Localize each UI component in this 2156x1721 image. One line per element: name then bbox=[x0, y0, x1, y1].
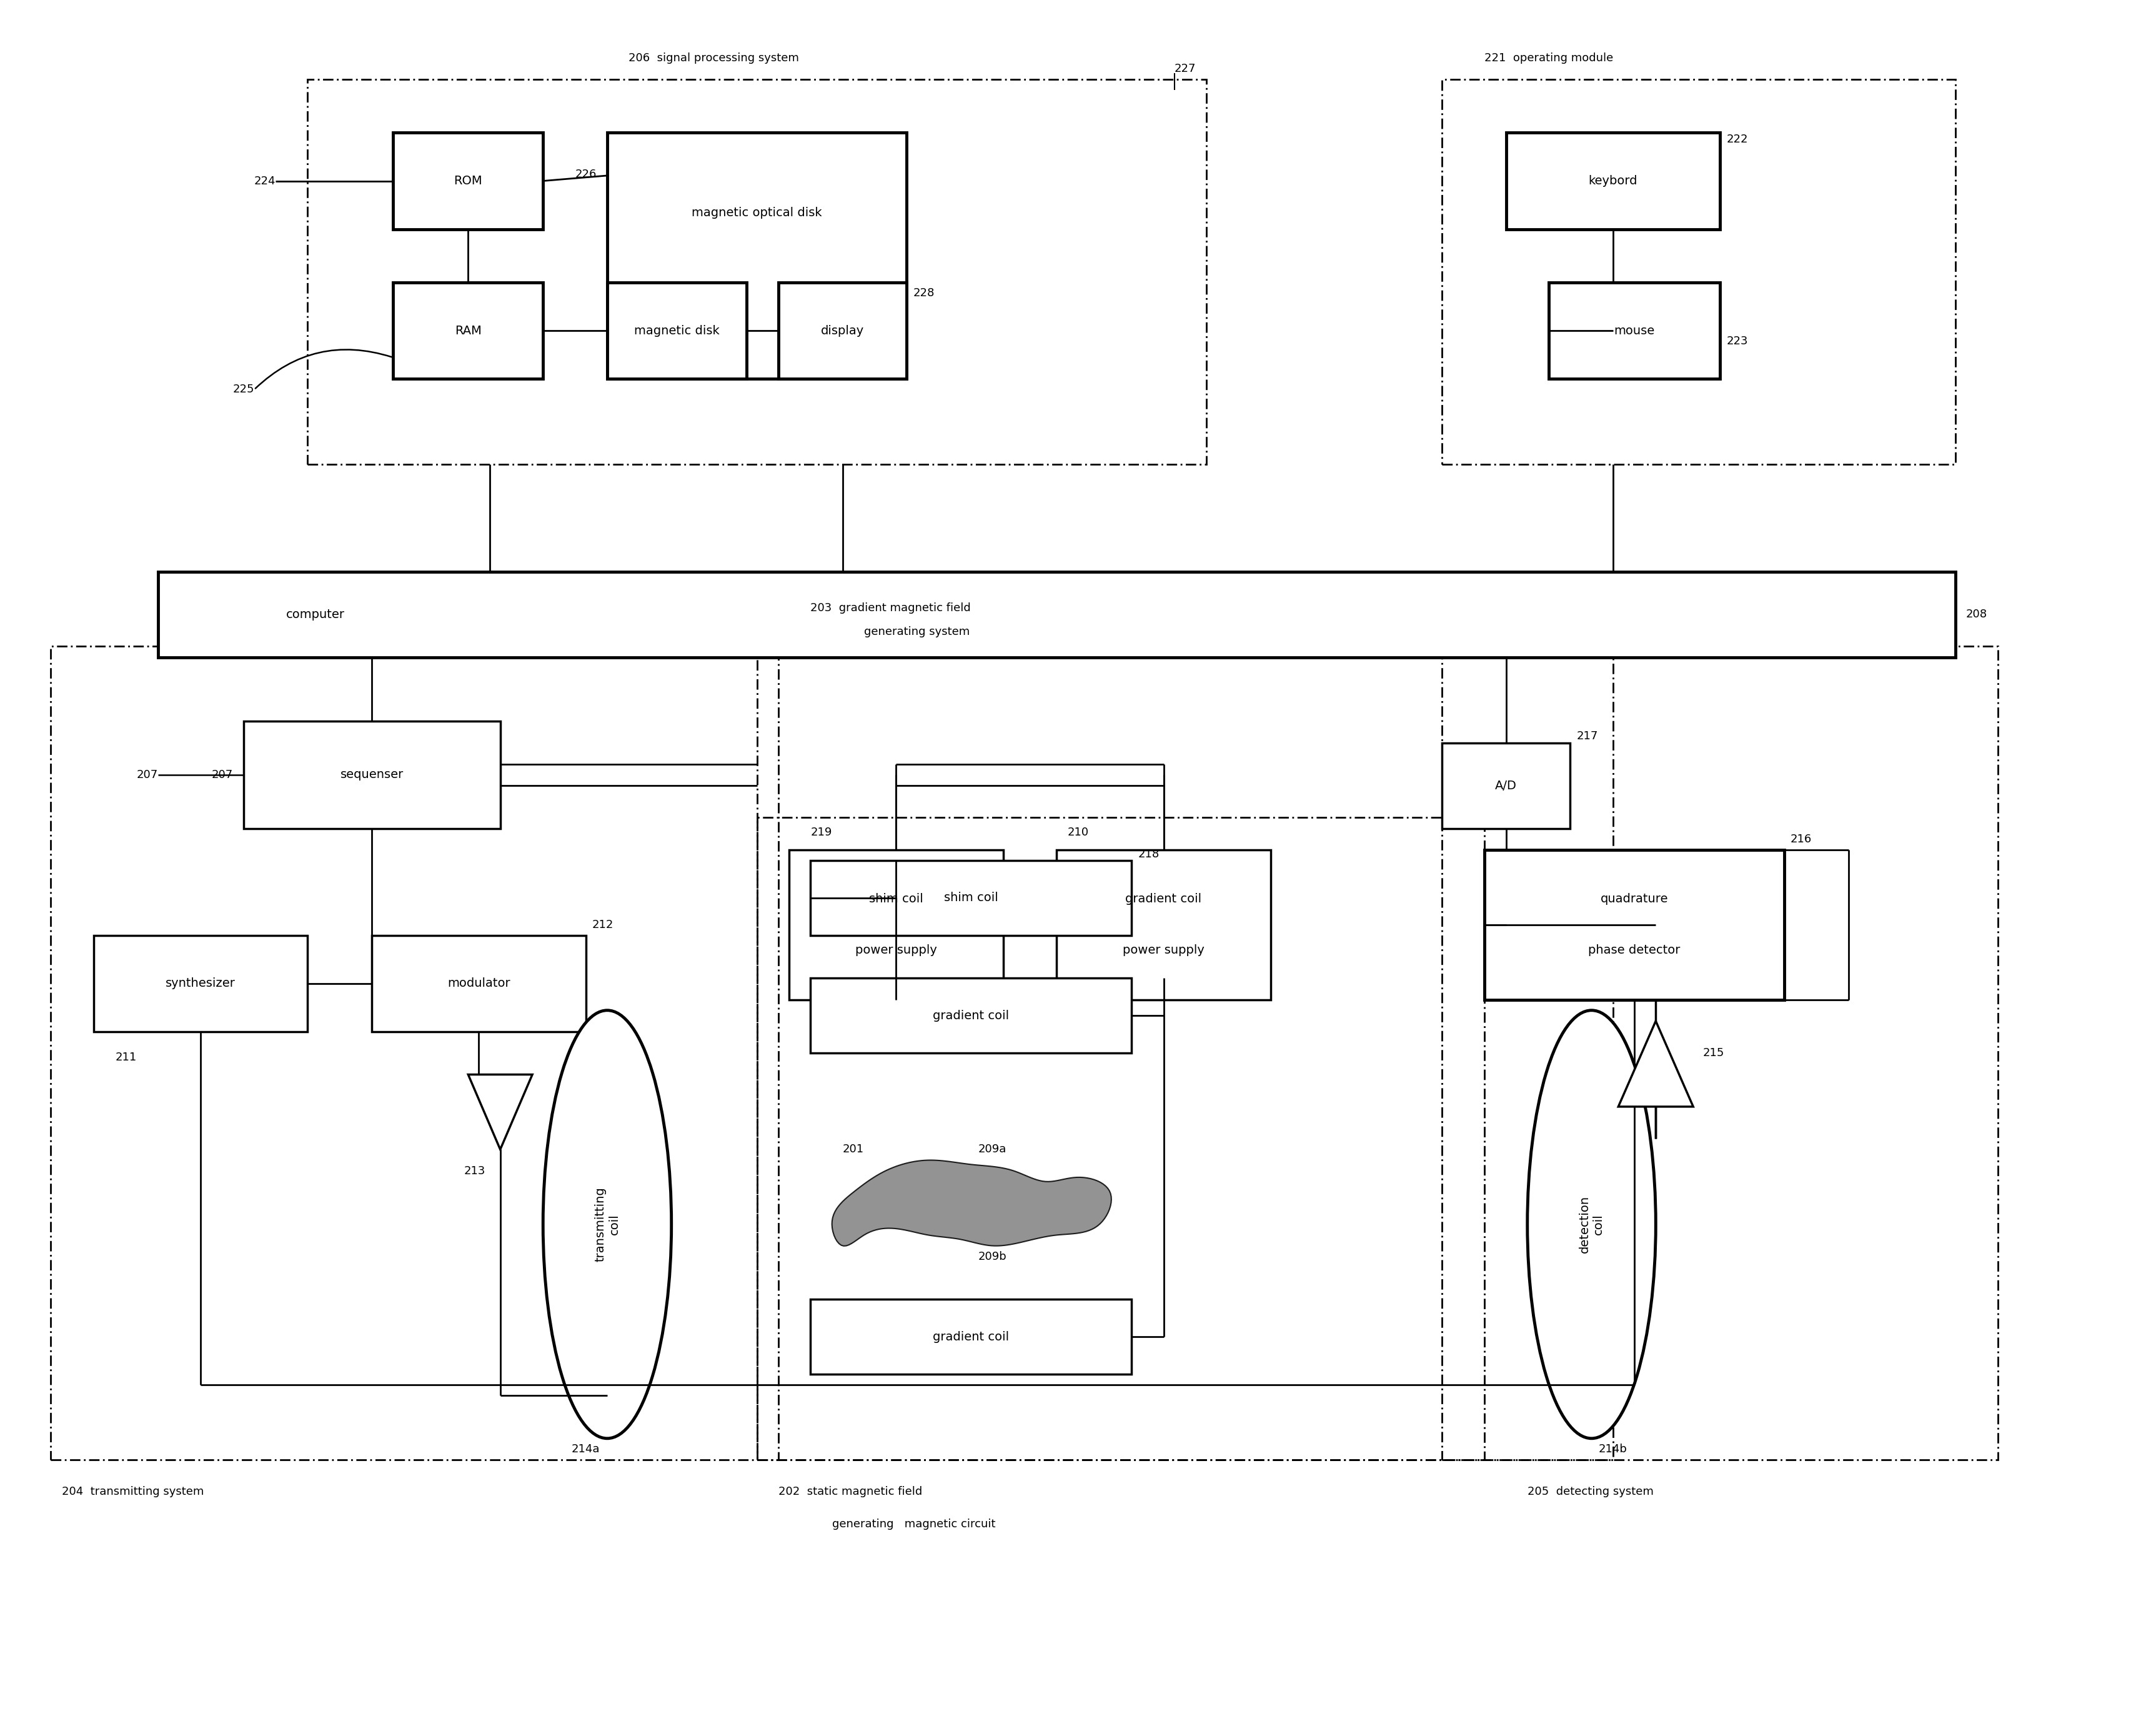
Text: 205  detecting system: 205 detecting system bbox=[1526, 1487, 1654, 1497]
Text: 208: 208 bbox=[1966, 609, 1988, 620]
Text: detection
coil: detection coil bbox=[1578, 1196, 1604, 1253]
Text: synthesizer: synthesizer bbox=[166, 978, 235, 990]
Text: 209b: 209b bbox=[979, 1251, 1007, 1261]
Text: 206  signal processing system: 206 signal processing system bbox=[630, 52, 800, 64]
Text: 228: 228 bbox=[914, 287, 936, 299]
Text: generating system: generating system bbox=[865, 626, 970, 637]
Text: 219: 219 bbox=[811, 828, 832, 838]
Text: 214b: 214b bbox=[1598, 1444, 1628, 1454]
Text: 210: 210 bbox=[1067, 828, 1089, 838]
Text: 221  operating module: 221 operating module bbox=[1485, 52, 1613, 64]
Bar bbox=[52, 647, 778, 1459]
Bar bbox=[308, 79, 1207, 465]
Text: A/D: A/D bbox=[1494, 780, 1518, 792]
Text: 207: 207 bbox=[136, 769, 157, 781]
Text: RAM: RAM bbox=[455, 325, 481, 337]
Bar bbox=[789, 850, 1003, 1000]
Bar bbox=[1056, 850, 1270, 1000]
Text: modulator: modulator bbox=[448, 978, 511, 990]
Polygon shape bbox=[832, 1160, 1110, 1246]
Text: 212: 212 bbox=[593, 919, 614, 931]
Text: 215: 215 bbox=[1703, 1048, 1725, 1058]
Bar bbox=[392, 282, 543, 379]
Text: power supply: power supply bbox=[856, 945, 938, 957]
Bar bbox=[1485, 850, 1785, 1000]
Ellipse shape bbox=[543, 1010, 671, 1439]
Text: generating   magnetic circuit: generating magnetic circuit bbox=[832, 1518, 996, 1530]
Ellipse shape bbox=[1526, 1010, 1656, 1439]
Text: 225: 225 bbox=[233, 384, 254, 396]
Polygon shape bbox=[468, 1074, 533, 1150]
Bar bbox=[811, 978, 1132, 1053]
Bar bbox=[371, 936, 586, 1031]
Text: 207: 207 bbox=[211, 769, 233, 781]
Bar bbox=[811, 1299, 1132, 1373]
Bar bbox=[608, 282, 746, 379]
Text: 202  static magnetic field: 202 static magnetic field bbox=[778, 1487, 923, 1497]
Polygon shape bbox=[1619, 1021, 1692, 1107]
Bar bbox=[157, 571, 1955, 657]
Bar bbox=[1442, 647, 1999, 1459]
Text: 218: 218 bbox=[1138, 848, 1160, 860]
Text: 213: 213 bbox=[464, 1165, 485, 1177]
Text: mouse: mouse bbox=[1615, 325, 1656, 337]
Text: quadrature: quadrature bbox=[1600, 893, 1669, 905]
Text: 203  gradient magnetic field: 203 gradient magnetic field bbox=[811, 602, 970, 614]
Text: shim coil: shim coil bbox=[944, 891, 998, 904]
Text: gradient coil: gradient coil bbox=[934, 1010, 1009, 1022]
Text: ROM: ROM bbox=[455, 176, 483, 188]
Text: 223: 223 bbox=[1727, 336, 1749, 348]
Bar bbox=[811, 860, 1132, 936]
Text: 204  transmitting system: 204 transmitting system bbox=[63, 1487, 203, 1497]
Text: computer: computer bbox=[287, 609, 345, 620]
Bar bbox=[1442, 79, 1955, 465]
Text: 217: 217 bbox=[1576, 731, 1598, 742]
Bar bbox=[1548, 282, 1720, 379]
Text: gradient coil: gradient coil bbox=[934, 1330, 1009, 1342]
Text: power supply: power supply bbox=[1123, 945, 1205, 957]
Text: gradient coil: gradient coil bbox=[1125, 893, 1201, 905]
Bar bbox=[244, 721, 500, 828]
Text: magnetic optical disk: magnetic optical disk bbox=[692, 207, 821, 219]
Text: 224: 224 bbox=[254, 176, 276, 186]
Text: 226: 226 bbox=[576, 169, 597, 181]
Bar bbox=[93, 936, 308, 1031]
Text: magnetic disk: magnetic disk bbox=[634, 325, 720, 337]
Text: display: display bbox=[821, 325, 865, 337]
Bar bbox=[1507, 133, 1720, 229]
Text: 214a: 214a bbox=[571, 1444, 599, 1454]
Text: shim coil: shim coil bbox=[869, 893, 923, 905]
Bar bbox=[1442, 743, 1570, 828]
Bar bbox=[778, 282, 908, 379]
Bar bbox=[757, 647, 1613, 1459]
Text: 209a: 209a bbox=[979, 1144, 1007, 1155]
Text: phase detector: phase detector bbox=[1589, 945, 1680, 957]
Text: sequenser: sequenser bbox=[341, 769, 403, 781]
Text: 211: 211 bbox=[114, 1052, 136, 1064]
Text: keybord: keybord bbox=[1589, 176, 1639, 188]
Bar bbox=[757, 817, 1485, 1459]
Text: 201: 201 bbox=[843, 1144, 865, 1155]
Text: 216: 216 bbox=[1792, 833, 1811, 845]
Text: 227: 227 bbox=[1175, 64, 1197, 74]
Bar bbox=[608, 133, 908, 379]
Bar bbox=[392, 133, 543, 229]
Text: 222: 222 bbox=[1727, 134, 1749, 145]
Text: transmitting
coil: transmitting coil bbox=[595, 1187, 621, 1261]
